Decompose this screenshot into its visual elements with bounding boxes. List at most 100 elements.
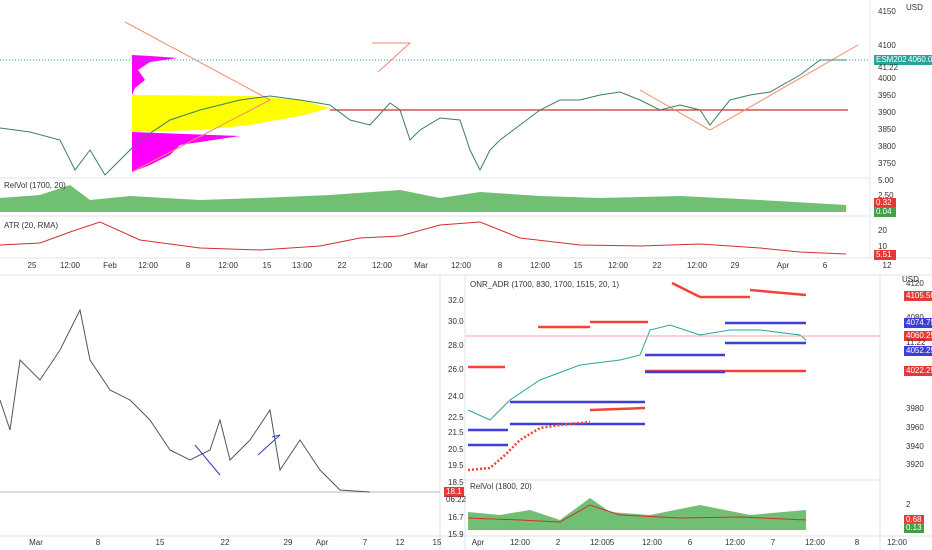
price-line: [467, 324, 807, 421]
currency-label: USD: [906, 3, 923, 12]
value-tag: 0.32: [876, 198, 892, 207]
time-label: 7: [771, 538, 776, 547]
time-label: 8: [186, 261, 191, 270]
price-tick: 20.5: [448, 445, 464, 454]
price-tick: 3980: [906, 404, 924, 413]
price-tick: 28.0: [448, 341, 464, 350]
time-label: 6: [688, 538, 693, 547]
time-label: 12:00: [60, 261, 81, 270]
indicator-tick: 10: [878, 242, 887, 251]
time-label: 12: [883, 261, 892, 270]
time-label: 12:00: [510, 538, 531, 547]
price-tick: 3960: [906, 423, 924, 432]
level-tag: 4105.50: [906, 291, 932, 300]
time-label: 8: [498, 261, 503, 270]
price-tick: 3940: [906, 442, 924, 451]
currency-label: USD: [902, 275, 919, 284]
price-tick: 3900: [878, 108, 896, 117]
trend-line: [124, 21, 271, 101]
volume-profile-poc: [132, 95, 330, 132]
symbol-tag: ESM2021: [876, 55, 912, 64]
time-label: 15: [433, 538, 442, 547]
price-tick: 3750: [878, 159, 896, 168]
price-tick: 22.5: [448, 413, 464, 422]
price-tick: 21.5: [448, 428, 464, 437]
value-tag: 0.68: [906, 515, 922, 524]
value-tag-bg: [904, 515, 924, 525]
price-tick: 3920: [906, 460, 924, 469]
time-label: 12:00: [687, 261, 708, 270]
price-tick: 16.7: [448, 513, 464, 522]
trend-line: [131, 99, 271, 173]
price-tick: 4080: [906, 313, 924, 322]
countdown: 41:22: [878, 63, 899, 72]
countdown: 11:22: [906, 338, 926, 347]
price-tick: 3850: [878, 125, 896, 134]
indicator-tick: 20: [878, 226, 887, 235]
price-tick: 18.5: [448, 478, 464, 487]
time-label: 25: [28, 261, 37, 270]
indicator-tick: 2: [906, 500, 911, 509]
level-tag: 4060.25: [906, 331, 932, 340]
time-label: 12:00: [805, 538, 826, 547]
price-tick: 4100: [878, 41, 896, 50]
price-tick: 4150: [878, 7, 896, 16]
time-label: Apr: [777, 261, 790, 270]
time-label: Mar: [29, 538, 43, 547]
trend-line: [194, 444, 221, 476]
time-label: 5: [610, 538, 615, 547]
arrow-drawing: [257, 434, 281, 456]
level-tag-bg: [904, 331, 932, 341]
time-label: Feb: [103, 261, 117, 270]
time-label: 22: [338, 261, 347, 270]
time-label: 8: [855, 538, 860, 547]
price-tick: 3800: [878, 142, 896, 151]
symbol-tag-bg: [874, 55, 906, 65]
time-label: 12:00: [218, 261, 239, 270]
time-label: 15: [574, 261, 583, 270]
time-label: 15: [263, 261, 272, 270]
time-label: 22: [653, 261, 662, 270]
price-line: [0, 308, 371, 493]
time-label: 2: [556, 538, 561, 547]
time-label: Apr: [472, 538, 485, 547]
price-tag: 4060.00: [908, 55, 932, 64]
price-tick: 26.0: [448, 365, 464, 374]
range-levels: [467, 281, 807, 472]
price-tag-bg: [906, 55, 932, 65]
time-label: 12:00: [608, 261, 629, 270]
price-tick: 3950: [878, 91, 896, 100]
time-label: 7: [363, 538, 368, 547]
price-tick: 4000: [878, 74, 896, 83]
relvol-line: [467, 504, 807, 523]
time-label: 12:00: [372, 261, 393, 270]
price-tag-bg: [444, 487, 464, 497]
time-label: 8: [96, 538, 101, 547]
time-label: 29: [731, 261, 740, 270]
time-label: Mar: [414, 261, 428, 270]
level-tag-bg: [904, 318, 932, 328]
time-label: 13:00: [292, 261, 313, 270]
time-label: Apr: [316, 538, 329, 547]
indicator-tick: 5.00: [878, 176, 894, 185]
time-label: 12:00: [451, 261, 472, 270]
time-label: 12:00: [642, 538, 663, 547]
arrow-drawing: [372, 42, 412, 73]
time-label: 29: [284, 538, 293, 547]
value-tag: 0.13: [906, 523, 922, 532]
time-label: 15: [156, 538, 165, 547]
price-tick: 4120: [906, 279, 924, 288]
volume-area: [0, 185, 846, 212]
volume-profile: [132, 132, 240, 172]
level-tag: 4022.25: [906, 366, 932, 375]
level-tag-bg: [904, 366, 932, 376]
price-tick: 19.5: [448, 461, 464, 470]
price-tick: 30.0: [448, 317, 464, 326]
time-label: 12: [396, 538, 405, 547]
time-label: 6: [823, 261, 828, 270]
value-tag-bg: [874, 207, 896, 217]
countdown: 06:22: [446, 495, 467, 504]
time-label: 12:00: [590, 538, 611, 547]
value-tag: 0.04: [876, 207, 892, 216]
